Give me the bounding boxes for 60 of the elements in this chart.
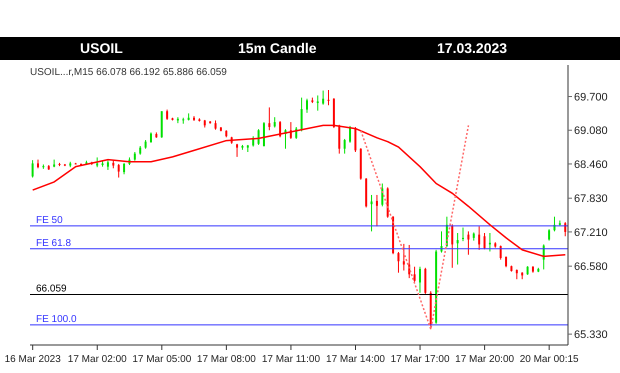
x-tick-label: 17 Mar 02:00 <box>68 354 128 365</box>
candlestick <box>32 160 34 178</box>
candlestick <box>414 266 416 282</box>
annotation: USOIL...r,M15 66.078 66.192 65.886 66.059 <box>30 67 227 78</box>
candlestick <box>467 230 470 256</box>
y-tick-label: 69.700 <box>574 91 608 104</box>
chart-subtitle: 15m Candle <box>238 40 317 56</box>
x-tick-label: 16 Mar 2023 <box>4 354 62 365</box>
y-tick-label: 67.210 <box>574 226 608 239</box>
x-tick-label: 17 Mar 05:00 <box>132 354 192 365</box>
ref-line-label: FE 100.0 <box>36 314 78 325</box>
x-tick-label: 17 Mar 08:00 <box>196 354 256 365</box>
candlestick <box>316 94 319 112</box>
candlestick <box>268 106 270 131</box>
candlestick <box>397 252 400 274</box>
candlestick <box>370 194 373 232</box>
candlestick <box>456 232 459 266</box>
candlestick <box>500 245 502 260</box>
ref-line-label: FE 50 <box>36 214 64 226</box>
candlestick <box>478 226 480 250</box>
candlestick <box>214 120 217 130</box>
candlestick <box>376 194 378 227</box>
candlestick <box>118 163 120 178</box>
y-tick-label: 66.580 <box>574 261 608 274</box>
candlestick <box>123 162 126 175</box>
candlestick <box>322 90 324 106</box>
candlestick <box>564 222 566 237</box>
y-tick-label: 68.460 <box>574 158 608 171</box>
candlestick <box>484 232 486 250</box>
candlestick <box>274 116 276 128</box>
candlestick <box>451 224 454 268</box>
x-tick-label: 17 Mar 14:00 <box>326 354 386 365</box>
candlestick <box>262 122 265 148</box>
x-tick-label: 17 Mar 20:00 <box>455 354 515 365</box>
candlestick <box>258 128 260 146</box>
candlestick <box>505 256 508 268</box>
y-tick-label: 67.830 <box>574 193 608 206</box>
candlestick <box>424 267 426 294</box>
chart-title: USOIL <box>80 40 123 56</box>
candlestick <box>236 143 238 158</box>
x-tick-label: 17 Mar 17:00 <box>390 354 450 365</box>
candlestick <box>488 232 491 252</box>
candlestick <box>306 98 308 114</box>
candlestick <box>150 132 152 144</box>
candlestick <box>516 268 518 280</box>
candlestick <box>300 97 303 132</box>
x-tick-label: 17 Mar 11:00 <box>262 354 320 365</box>
candlestick <box>96 156 98 168</box>
candlestick <box>106 160 109 170</box>
ref-line-label: FE 61.8 <box>36 238 72 249</box>
x-tick-label: 20 Mar 00:15 <box>520 354 580 365</box>
candlestick <box>402 243 405 272</box>
ref-line-label: 66.059 <box>36 283 68 294</box>
y-tick-label: 69.080 <box>574 125 608 138</box>
candlestick <box>166 109 168 120</box>
candlestick <box>548 228 550 242</box>
candlestick <box>418 266 421 294</box>
text: 17.03.2023 <box>437 40 508 56</box>
y-tick-label: 65.330 <box>574 329 608 342</box>
candlestick <box>344 138 346 154</box>
